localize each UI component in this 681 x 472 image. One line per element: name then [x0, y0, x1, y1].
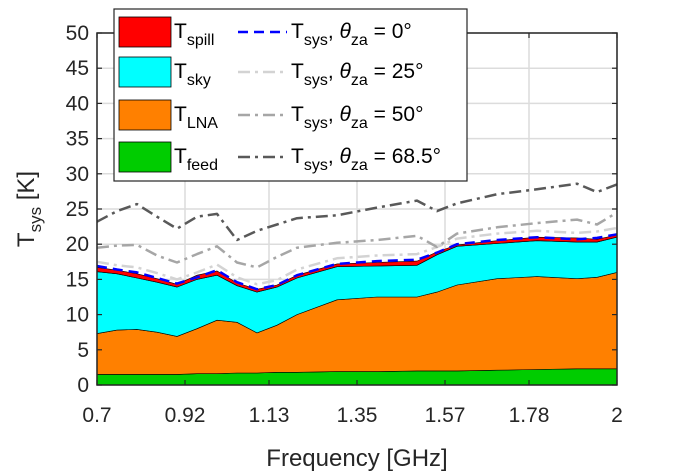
y-axis-label: Tsys [K]	[13, 171, 45, 247]
y-tick-label: 10	[66, 304, 89, 327]
legend-label-line-3: Tsys, θza = 68.5°	[291, 145, 441, 174]
legend-label-spill: Tspill	[174, 20, 214, 49]
line-series-3	[96, 182, 618, 242]
line-layer	[96, 182, 618, 291]
legend-label-line-2: Tsys, θza = 50°	[291, 103, 424, 132]
x-tick-label: 2	[611, 404, 623, 427]
y-tick-label: 5	[77, 339, 89, 362]
x-tick-label: 1.78	[509, 404, 550, 427]
legend-box	[113, 8, 468, 182]
y-tick-label: 25	[66, 198, 89, 221]
line-series-2	[96, 211, 618, 269]
legend-swatch-feed	[118, 141, 172, 173]
legend-label-line-0: Tsys, θza = 0°	[291, 20, 412, 49]
y-tick-label: 45	[66, 57, 89, 80]
y-tick-label: 15	[66, 268, 89, 291]
x-tick-label: 0.7	[82, 404, 111, 427]
tick-layer: 0.7 0.92 1.13 1.35 1.57 1.78 20510152025303540…	[66, 22, 623, 427]
legend-label-line-1: Tsys, θza = 25°	[291, 60, 424, 89]
x-tick-label: 1.13	[249, 404, 290, 427]
legend: Tspill Tsky TLNA Tfeed Tsys, θza = 0° Tsys, θ…	[113, 8, 468, 182]
line-series-1	[96, 226, 618, 286]
legend-swatch-spill	[118, 16, 172, 48]
y-tick-label: 20	[66, 233, 89, 256]
x-tick-label: 1.35	[337, 404, 378, 427]
x-tick-label: 0.92	[165, 404, 206, 427]
legend-swatch-sky	[118, 56, 172, 88]
x-tick-label: 1.57	[425, 404, 466, 427]
y-tick-label: 40	[66, 92, 89, 115]
y-tick-label: 50	[66, 22, 89, 45]
x-axis-label: Frequency [GHz]	[266, 445, 447, 472]
y-tick-label: 35	[66, 128, 89, 151]
legend-swatch-LNA	[118, 99, 172, 131]
legend-label-LNA: TLNA	[174, 103, 218, 132]
legend-label-sky: Tsky	[174, 60, 211, 89]
line-series-0	[96, 233, 618, 291]
legend-label-feed: Tfeed	[174, 145, 218, 174]
y-tick-label: 0	[77, 374, 89, 397]
y-tick-label: 30	[66, 163, 89, 186]
